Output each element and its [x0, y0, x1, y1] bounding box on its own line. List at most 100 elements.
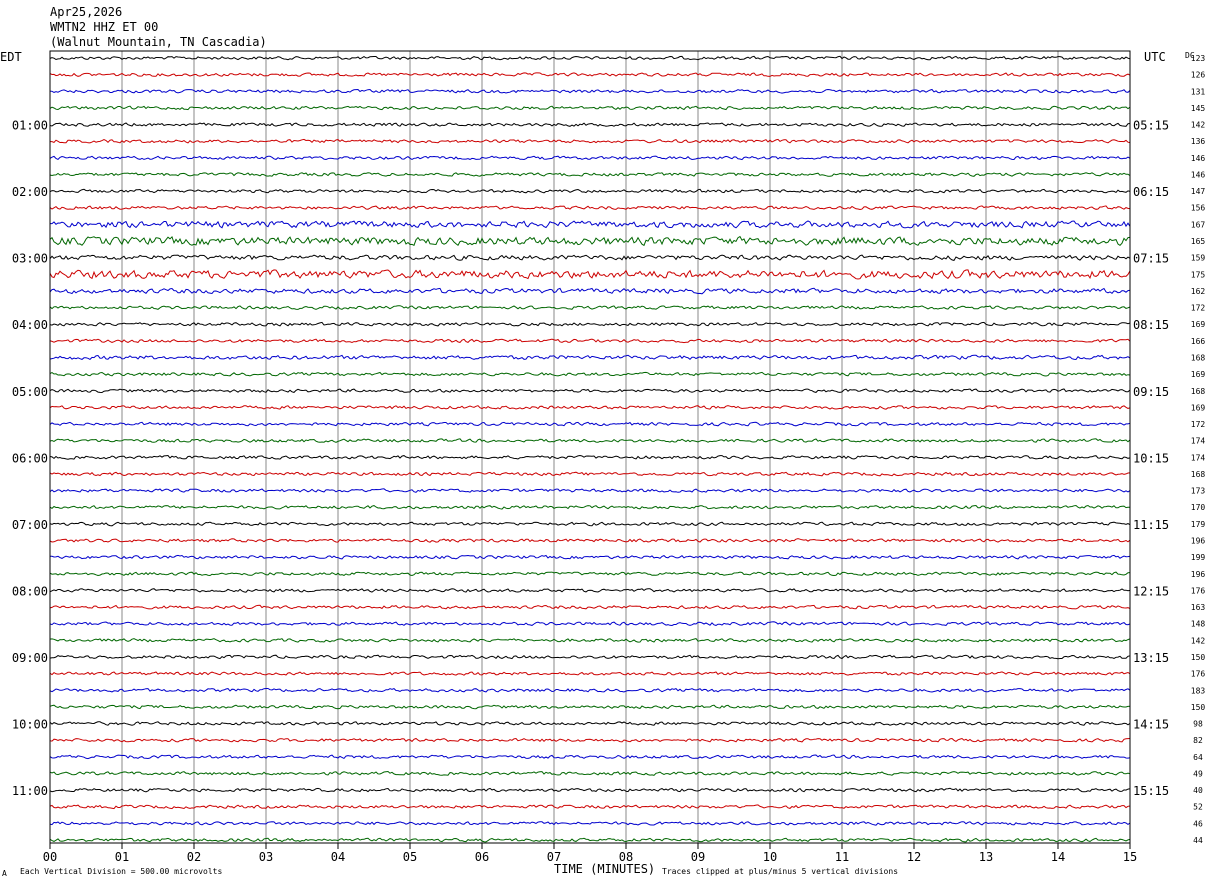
trace-line	[49, 438, 1131, 443]
trace-line	[49, 235, 1131, 247]
trace-line	[49, 488, 1131, 493]
dc-label: DC	[1185, 51, 1195, 60]
dc-offset-label: 82	[1193, 736, 1203, 745]
trace-line	[49, 804, 1131, 810]
dc-offset-label: 46	[1193, 819, 1203, 828]
left-time-label: 01:00	[12, 119, 48, 133]
right-time-label: 07:15	[1133, 252, 1169, 266]
trace-line	[49, 754, 1131, 760]
left-time-axis: 01:00 02:00 03:00 04:00 05:00 06:00 07:00 08:00…	[12, 119, 48, 799]
x-tick-label: 05	[403, 850, 417, 864]
trace-line	[49, 205, 1131, 211]
trace-line	[49, 837, 1131, 843]
dc-offset-label: 52	[1193, 803, 1203, 812]
dc-offset-label: 136	[1191, 137, 1206, 146]
trace-line	[49, 621, 1131, 627]
dc-offset-label: 126	[1191, 71, 1206, 80]
dc-offset-label: 168	[1191, 470, 1206, 479]
trace-line	[49, 269, 1131, 280]
x-tick-label: 03	[259, 850, 273, 864]
trace-line	[49, 704, 1131, 710]
dc-offset-label: 131	[1191, 87, 1206, 96]
x-tick-label: 10	[763, 850, 777, 864]
dc-offset-label: 174	[1191, 437, 1206, 446]
x-tick-label: 15	[1123, 850, 1137, 864]
corner-mark: A	[2, 869, 7, 878]
header-channel: WMTN2 HHZ ET 00	[50, 20, 158, 34]
dc-offset-label: 166	[1191, 337, 1206, 346]
trace-line	[49, 737, 1131, 743]
clip-note: Traces clipped at plus/minus 5 vertical …	[662, 867, 898, 876]
trace-line	[49, 254, 1131, 261]
dc-offset-label: 142	[1191, 121, 1206, 130]
trace-line	[49, 770, 1131, 776]
trace-line	[49, 405, 1131, 410]
trace-line	[49, 538, 1131, 543]
x-tick-label: 13	[979, 850, 993, 864]
x-tick-label: 12	[907, 850, 921, 864]
trace-line	[49, 88, 1131, 94]
dc-offset-label: 159	[1191, 254, 1206, 263]
trace-line	[50, 138, 1131, 144]
x-tick-label: 04	[331, 850, 345, 864]
left-time-label: 10:00	[12, 718, 48, 732]
left-time-label: 05:00	[12, 385, 48, 399]
dc-offset-label: 142	[1191, 636, 1206, 645]
x-axis: 00 01 02 03 04 05 06 07 08 09 10 11 12 13 14 15	[43, 843, 1137, 864]
trace-line	[49, 638, 1131, 643]
trace-line	[49, 287, 1131, 295]
dc-offset-label: 150	[1191, 653, 1206, 662]
trace-line	[49, 671, 1131, 676]
left-time-label: 02:00	[12, 185, 48, 199]
right-time-label: 12:15	[1133, 584, 1169, 598]
dc-offset-label: 176	[1191, 670, 1206, 679]
dc-offset-label: 170	[1191, 503, 1206, 512]
dc-offset-label: 148	[1191, 620, 1206, 629]
dc-offset-label: 64	[1193, 753, 1203, 762]
trace-line	[49, 105, 1131, 111]
x-tick-label: 08	[619, 850, 633, 864]
trace-line	[49, 388, 1131, 394]
dc-offset-label: 44	[1193, 836, 1203, 845]
x-tick-label: 00	[43, 850, 57, 864]
dc-offset-label: 196	[1191, 537, 1206, 546]
trace-line	[49, 588, 1131, 593]
dc-offset-label: 168	[1191, 353, 1206, 362]
right-time-axis: 05:15 06:15 07:15 08:15 09:15 10:15 11:15 12:15…	[1133, 119, 1169, 799]
left-time-label: 08:00	[12, 584, 48, 598]
dc-offset-label: 165	[1191, 237, 1206, 246]
trace-line	[49, 338, 1131, 344]
header-date: Apr25,2026	[50, 5, 122, 19]
left-time-label: 07:00	[12, 518, 48, 532]
left-time-label: 11:00	[12, 784, 48, 798]
x-tick-label: 11	[835, 850, 849, 864]
right-time-label: 10:15	[1133, 451, 1169, 465]
dc-offset-label: 156	[1191, 204, 1206, 213]
x-tick-label: 01	[115, 850, 129, 864]
dc-offset-column: 123 126 131 145 142 136 146 146 147 156 167 165 159 1…	[1191, 54, 1206, 845]
x-tick-label: 14	[1051, 850, 1065, 864]
dc-offset-label: 163	[1191, 603, 1206, 612]
dc-offset-label: 146	[1191, 154, 1206, 163]
right-time-label: 15:15	[1133, 784, 1169, 798]
dc-offset-label: 146	[1191, 170, 1206, 179]
trace-line	[49, 305, 1131, 310]
dc-offset-label: 168	[1191, 387, 1206, 396]
header-location: (Walnut Mountain, TN Cascadia)	[50, 35, 267, 49]
trace-line	[49, 421, 1131, 427]
dc-offset-label: 162	[1191, 287, 1206, 296]
trace-line	[49, 571, 1131, 577]
right-zone-label: UTC	[1144, 50, 1166, 64]
dc-offset-label: 169	[1191, 320, 1206, 329]
scale-note: Each Vertical Division = 500.00 microvol…	[20, 867, 222, 876]
trace-line	[49, 454, 1131, 460]
dc-offset-label: 169	[1191, 370, 1206, 379]
plot-frame	[49, 50, 1131, 844]
right-time-label: 08:15	[1133, 318, 1169, 332]
dc-offset-label: 98	[1193, 720, 1203, 729]
trace-line	[49, 72, 1131, 77]
trace-line	[49, 371, 1131, 377]
trace-line	[49, 471, 1131, 477]
trace-line	[49, 155, 1131, 161]
